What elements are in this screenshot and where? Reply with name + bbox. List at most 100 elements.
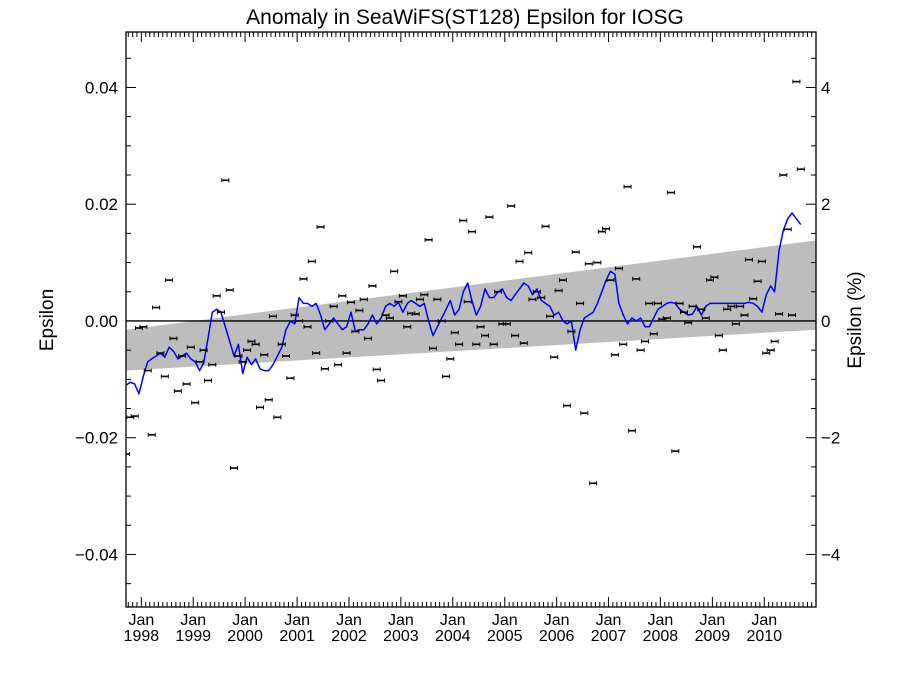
data-point bbox=[351, 329, 360, 334]
data-point bbox=[433, 297, 442, 302]
data-point bbox=[428, 346, 437, 351]
data-point bbox=[649, 331, 658, 336]
x-tick-label-year: 1998 bbox=[124, 628, 160, 645]
data-point bbox=[450, 330, 459, 335]
data-point bbox=[178, 353, 187, 358]
plot-area bbox=[126, 79, 816, 486]
y-tick-label-right: 2 bbox=[821, 195, 830, 214]
data-point bbox=[377, 378, 386, 383]
data-point bbox=[796, 167, 805, 172]
data-point bbox=[126, 452, 130, 457]
y-tick-label-right: −4 bbox=[821, 545, 840, 564]
data-point bbox=[476, 324, 485, 329]
data-point bbox=[485, 215, 494, 220]
data-point bbox=[671, 449, 680, 454]
data-point bbox=[295, 318, 304, 323]
data-point bbox=[770, 339, 779, 344]
x-tick-label-month: Jan bbox=[284, 612, 310, 629]
data-point bbox=[186, 345, 195, 350]
data-point bbox=[282, 353, 291, 358]
data-point bbox=[286, 376, 295, 381]
data-point bbox=[234, 353, 243, 358]
data-point bbox=[675, 301, 684, 306]
y-tick-label-left: 0.02 bbox=[85, 195, 118, 214]
x-tick-label-year: 2009 bbox=[695, 628, 731, 645]
data-point bbox=[567, 329, 576, 334]
x-tick-label-month: Jan bbox=[544, 612, 570, 629]
x-tick-label-month: Jan bbox=[336, 612, 362, 629]
data-point bbox=[333, 362, 342, 367]
data-point bbox=[511, 333, 520, 338]
data-point bbox=[766, 348, 775, 353]
data-point bbox=[584, 261, 593, 266]
data-point bbox=[710, 275, 719, 280]
data-point bbox=[191, 400, 200, 405]
plot-frame bbox=[125, 31, 817, 608]
y-tick-label-right: −2 bbox=[821, 429, 840, 448]
x-tick-label-year: 2005 bbox=[487, 628, 523, 645]
data-point bbox=[385, 316, 394, 321]
data-point bbox=[507, 203, 516, 208]
data-point bbox=[701, 316, 710, 321]
data-point bbox=[519, 341, 528, 346]
data-point bbox=[723, 307, 732, 312]
data-point bbox=[727, 304, 736, 309]
y-axis-right: −4 −2 0 2 4 bbox=[806, 57, 840, 585]
y-tick-label-right: 0 bbox=[821, 312, 830, 331]
y-axis-label-right: Epsilon (%) bbox=[845, 271, 866, 368]
x-tick-label-year: 2008 bbox=[643, 628, 679, 645]
data-point bbox=[446, 356, 455, 361]
data-point bbox=[256, 405, 265, 410]
trend-band-layer bbox=[126, 240, 816, 371]
x-tick-label-year: 2000 bbox=[227, 628, 263, 645]
data-point bbox=[744, 257, 753, 262]
data-point bbox=[225, 288, 234, 293]
x-tick-label-year: 2007 bbox=[591, 628, 627, 645]
data-point bbox=[156, 351, 165, 356]
data-point bbox=[221, 178, 230, 183]
x-tick-label-month: Jan bbox=[440, 612, 466, 629]
data-point bbox=[480, 333, 489, 338]
data-point bbox=[230, 466, 239, 471]
data-point bbox=[632, 276, 641, 281]
data-point bbox=[684, 320, 693, 325]
data-point bbox=[152, 305, 161, 310]
data-point bbox=[662, 316, 671, 321]
data-point bbox=[645, 301, 654, 306]
data-point bbox=[571, 250, 580, 255]
data-point bbox=[623, 184, 632, 189]
data-point bbox=[338, 293, 347, 298]
data-point bbox=[182, 382, 191, 387]
x-tick-label-year: 2001 bbox=[279, 628, 315, 645]
data-point bbox=[693, 244, 702, 249]
chart-title: Anomaly in SeaWiFS(ST128) Epsilon for IO… bbox=[246, 6, 684, 29]
x-tick-label-year: 2002 bbox=[331, 628, 367, 645]
data-point bbox=[243, 348, 252, 353]
y-axis-left: −0.04 −0.02 0.00 0.02 0.04 bbox=[75, 57, 136, 585]
data-point bbox=[130, 414, 139, 419]
data-point bbox=[545, 314, 554, 319]
y-tick-label-left: −0.02 bbox=[75, 429, 118, 448]
data-point bbox=[390, 269, 399, 274]
data-point bbox=[576, 301, 585, 306]
data-point bbox=[251, 342, 260, 347]
data-point bbox=[757, 259, 766, 264]
data-point bbox=[666, 190, 675, 195]
data-point bbox=[247, 339, 256, 344]
data-point bbox=[593, 260, 602, 265]
y-tick-label-left: −0.04 bbox=[75, 545, 118, 564]
data-point bbox=[173, 389, 182, 394]
data-point bbox=[740, 313, 749, 318]
data-point bbox=[195, 359, 204, 364]
x-tick-label-month: Jan bbox=[647, 612, 673, 629]
x-tick-label-month: Jan bbox=[232, 612, 258, 629]
data-point bbox=[775, 311, 784, 316]
data-point bbox=[320, 366, 329, 371]
data-point bbox=[368, 283, 377, 288]
data-point bbox=[550, 355, 559, 360]
data-point bbox=[610, 352, 619, 357]
data-point bbox=[346, 300, 355, 305]
data-point bbox=[580, 411, 589, 416]
trend-band bbox=[126, 240, 816, 371]
data-point bbox=[199, 348, 208, 353]
